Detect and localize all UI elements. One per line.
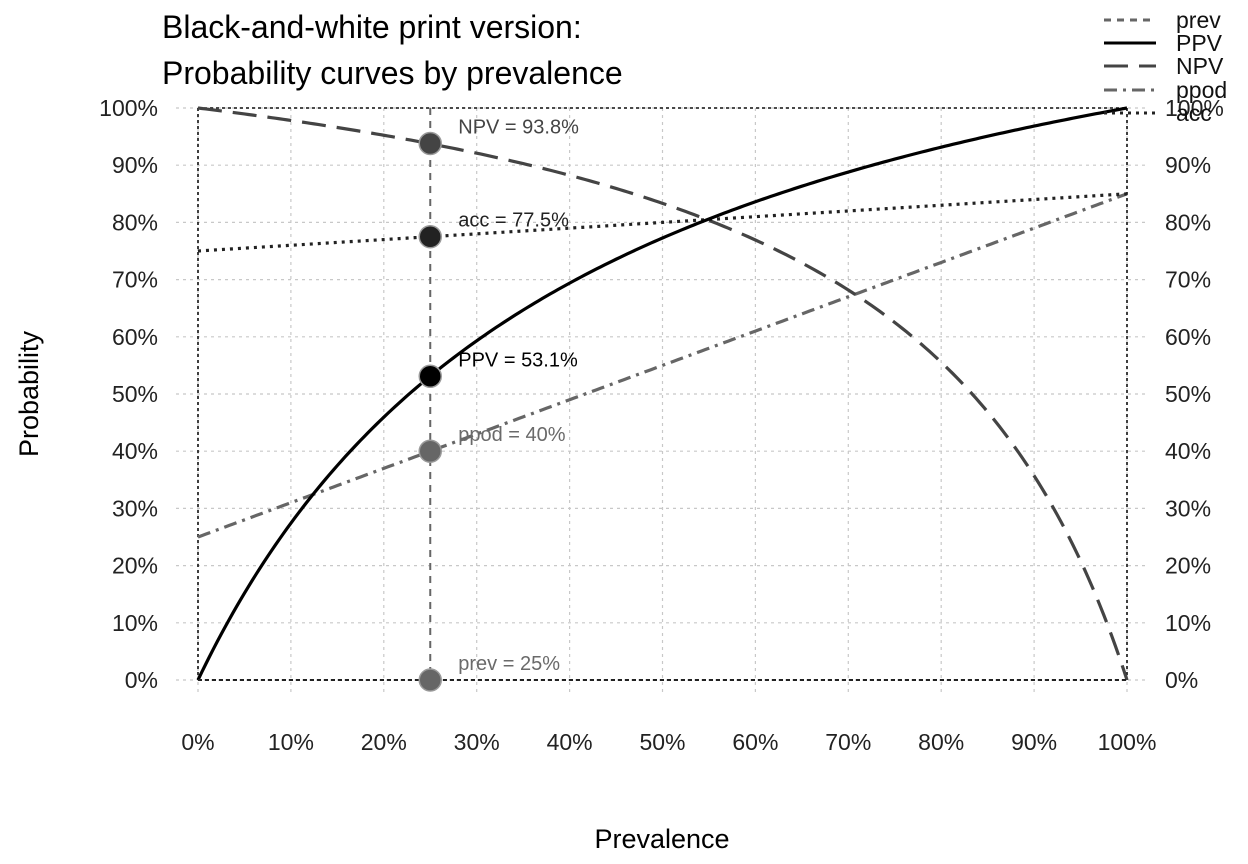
y-tick-label-left: 30% bbox=[112, 495, 158, 521]
y-tick-label-right: 50% bbox=[1165, 381, 1211, 407]
x-tick-label: 20% bbox=[361, 729, 407, 755]
y-tick-label-right: 0% bbox=[1165, 667, 1198, 693]
point-ppv bbox=[418, 364, 442, 389]
axis-ticks: 0% 0% 0% 10% 10% 10% 20% 20% 20% 30% 30% 30% 40% 40% 4… bbox=[99, 95, 1224, 755]
y-tick-label-left: 40% bbox=[112, 438, 158, 464]
y-tick-label-right: 40% bbox=[1165, 438, 1211, 464]
y-tick-label-right: 70% bbox=[1165, 267, 1211, 293]
series-line-ppv bbox=[196, 106, 1128, 681]
chart-subtitle: Probability curves by prevalence bbox=[162, 55, 623, 91]
x-tick-label: 50% bbox=[639, 729, 685, 755]
point-prev bbox=[418, 668, 442, 692]
y-tick-label-right: 20% bbox=[1165, 553, 1211, 579]
legend-label-ppv: PPV bbox=[1176, 30, 1223, 56]
plot-frame bbox=[197, 107, 1128, 680]
y-tick-label-left: 70% bbox=[112, 267, 158, 293]
y-tick-label-left: 0% bbox=[125, 667, 158, 693]
y-tick-label-right: 30% bbox=[1165, 495, 1211, 521]
x-tick-label: 0% bbox=[181, 729, 214, 755]
point-npv bbox=[418, 131, 442, 156]
x-tick-label: 60% bbox=[732, 729, 778, 755]
y-tick-label-left: 100% bbox=[99, 95, 158, 121]
curves bbox=[196, 106, 1129, 681]
y-tick-label-right: 100% bbox=[1165, 95, 1224, 121]
y-axis-title: Probability bbox=[14, 330, 44, 457]
x-tick-label: 10% bbox=[268, 729, 314, 755]
chart-title: Black-and-white print version: bbox=[162, 9, 582, 45]
point-label-prev: prev = 25% bbox=[458, 653, 560, 675]
x-tick-label: 100% bbox=[1098, 729, 1157, 755]
x-axis-title: Prevalence bbox=[594, 824, 729, 854]
y-tick-label-right: 60% bbox=[1165, 324, 1211, 350]
legend-label-acc: acc bbox=[1176, 100, 1212, 126]
x-tick-label: 80% bbox=[918, 729, 964, 755]
grid bbox=[176, 107, 1149, 694]
point-label-ppv: PPV = 53.1% bbox=[458, 349, 578, 371]
y-tick-label-left: 90% bbox=[112, 152, 158, 178]
legend-label-npv: NPV bbox=[1176, 53, 1224, 79]
x-tick-label: 70% bbox=[825, 729, 871, 755]
x-tick-label: 90% bbox=[1011, 729, 1057, 755]
legend-label-prev: prev bbox=[1176, 7, 1221, 33]
y-tick-label-left: 80% bbox=[112, 209, 158, 235]
y-tick-label-right: 80% bbox=[1165, 209, 1211, 235]
y-tick-label-right: 90% bbox=[1165, 152, 1211, 178]
y-tick-label-right: 10% bbox=[1165, 610, 1211, 636]
y-tick-label-left: 50% bbox=[112, 381, 158, 407]
x-tick-label: 40% bbox=[547, 729, 593, 755]
y-tick-label-left: 20% bbox=[112, 553, 158, 579]
highlight-points: NPV = 93.8% acc = 77.5% PPV = 53.1% ppod = … bbox=[418, 116, 579, 692]
series-line-ppod bbox=[197, 192, 1128, 539]
legend-label-ppod: ppod bbox=[1176, 77, 1227, 103]
point-acc bbox=[418, 224, 442, 249]
point-label-npv: NPV = 93.8% bbox=[458, 116, 579, 138]
series-line-npv bbox=[197, 106, 1129, 681]
y-tick-label-left: 60% bbox=[112, 324, 158, 350]
point-ppod bbox=[418, 439, 442, 463]
series-line-acc bbox=[197, 192, 1128, 253]
x-tick-label: 30% bbox=[454, 729, 500, 755]
y-tick-label-left: 10% bbox=[112, 610, 158, 636]
point-label-acc: acc = 77.5% bbox=[458, 210, 569, 232]
point-label-ppod: ppod = 40% bbox=[458, 424, 566, 446]
